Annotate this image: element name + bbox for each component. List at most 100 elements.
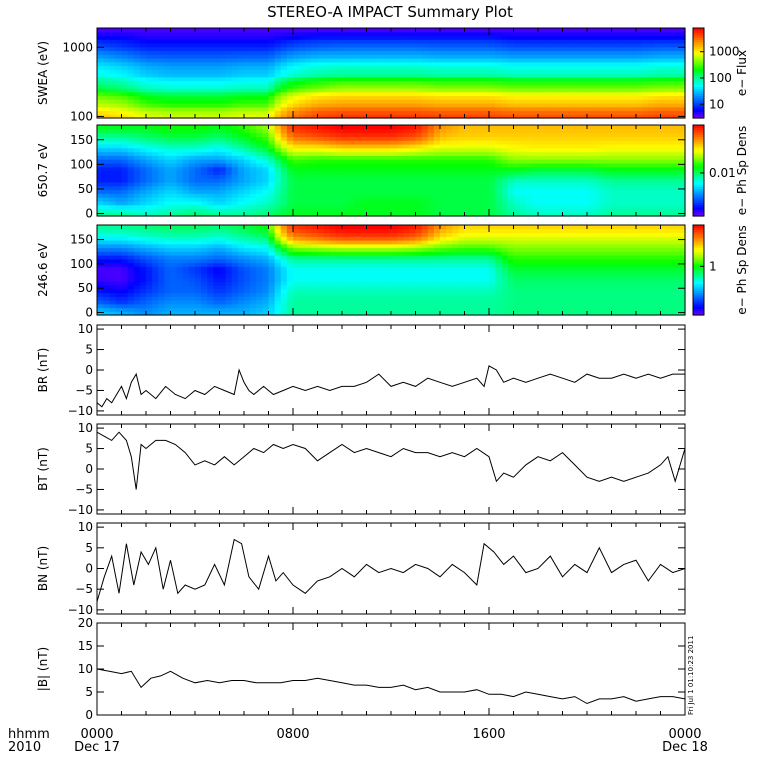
heatmap-cell (372, 69, 380, 74)
colorbar-cell (693, 125, 704, 128)
heatmap-cell (103, 247, 110, 252)
heatmap-cell (103, 132, 110, 137)
heatmap-cell (182, 91, 190, 97)
heatmap-cell (146, 43, 153, 48)
heatmap-cell (207, 103, 214, 108)
heatmap-cell (280, 99, 288, 104)
heatmap-cell (636, 189, 643, 194)
heatmap-cell (642, 114, 649, 119)
heatmap-cell (446, 114, 453, 119)
heatmap-cell (158, 84, 165, 89)
heatmap-cell (121, 243, 129, 249)
heatmap-cell (519, 185, 527, 191)
heatmap-cell (593, 73, 600, 78)
heatmap-cell (636, 28, 643, 33)
heatmap-cell (256, 43, 263, 48)
heatmap-cell (642, 162, 649, 168)
heatmap-cell (225, 114, 233, 119)
heatmap-cell (311, 189, 319, 194)
heatmap-cell (507, 143, 515, 149)
heatmap-cell (97, 88, 104, 93)
heatmap-cell (97, 307, 104, 312)
heatmap-cell (268, 58, 276, 63)
heatmap-cell (482, 106, 490, 112)
heatmap-cell (501, 39, 508, 44)
heatmap-cell (127, 128, 135, 134)
heatmap-cell (152, 143, 159, 149)
heatmap-cell (617, 35, 625, 40)
heatmap-cell (335, 193, 343, 198)
heatmap-cell (599, 178, 606, 183)
heatmap-cell (360, 181, 368, 187)
heatmap-cell (274, 147, 282, 153)
heatmap-cell (342, 43, 349, 48)
heatmap-cell (519, 132, 527, 137)
heatmap-cell (329, 151, 337, 156)
heatmap-cell (305, 174, 312, 179)
heatmap-cell (121, 106, 129, 112)
heatmap-cell (127, 311, 135, 316)
heatmap-cell (550, 189, 557, 194)
heatmap-cell (672, 132, 680, 137)
heatmap-cell (158, 28, 165, 33)
heatmap-cell (293, 162, 300, 168)
heatmap-cell (195, 46, 202, 52)
heatmap-cell (678, 136, 686, 141)
heatmap-cell (121, 58, 129, 63)
heatmap-cell (342, 166, 349, 172)
heatmap-cell (133, 46, 141, 52)
heatmap-cell (231, 54, 239, 59)
heatmap-cell (329, 136, 337, 141)
heatmap-cell (170, 140, 178, 145)
heatmap-cell (427, 58, 435, 63)
heatmap-cell (115, 147, 123, 153)
heatmap-cell (244, 39, 251, 44)
heatmap-cell (103, 288, 110, 294)
heatmap-cell (446, 174, 453, 179)
heatmap-cell (219, 103, 227, 108)
heatmap-cell (587, 35, 594, 40)
heatmap-cell (672, 80, 680, 85)
heatmap-cell (311, 197, 319, 202)
heatmap-cell (311, 181, 319, 187)
heatmap-cell (335, 91, 343, 97)
heatmap-cell (176, 147, 184, 153)
heatmap-cell (256, 103, 263, 108)
heatmap-cell (378, 132, 386, 137)
heatmap-cell (587, 91, 594, 97)
heatmap-cell (580, 88, 588, 93)
heatmap-cell (660, 76, 668, 82)
heatmap-cell (501, 95, 508, 100)
heatmap-cell (403, 132, 410, 137)
heatmap-cell (201, 204, 208, 210)
heatmap-cell (225, 88, 233, 93)
heatmap-cell (188, 69, 196, 74)
heatmap-cell (176, 110, 184, 115)
heatmap-cell (354, 58, 361, 63)
heatmap-cell (611, 143, 619, 149)
heatmap-cell (409, 212, 417, 217)
heatmap-cell (421, 35, 429, 40)
heatmap-cell (182, 73, 190, 78)
heatmap-cell (568, 159, 576, 164)
heatmap-cell (164, 65, 172, 70)
heatmap-cell (164, 54, 172, 59)
heatmap-cell (562, 155, 570, 160)
heatmap-cell (268, 114, 276, 119)
heatmap-cell (231, 28, 239, 33)
heatmap-cell (446, 151, 453, 156)
heatmap-cell (642, 99, 649, 104)
heatmap-cell (188, 46, 196, 52)
colorbar-cell (693, 109, 704, 112)
heatmap-cell (329, 110, 337, 115)
heatmap-cell (225, 43, 233, 48)
heatmap-cell (513, 151, 521, 156)
heatmap-cell (384, 185, 392, 191)
heatmap-cell (299, 80, 306, 85)
heatmap-cell (366, 73, 374, 78)
heatmap-cell (629, 204, 637, 210)
heatmap-cell (556, 69, 564, 74)
heatmap-cell (207, 91, 214, 97)
heatmap-cell (127, 166, 135, 172)
heatmap-cell (274, 189, 282, 194)
